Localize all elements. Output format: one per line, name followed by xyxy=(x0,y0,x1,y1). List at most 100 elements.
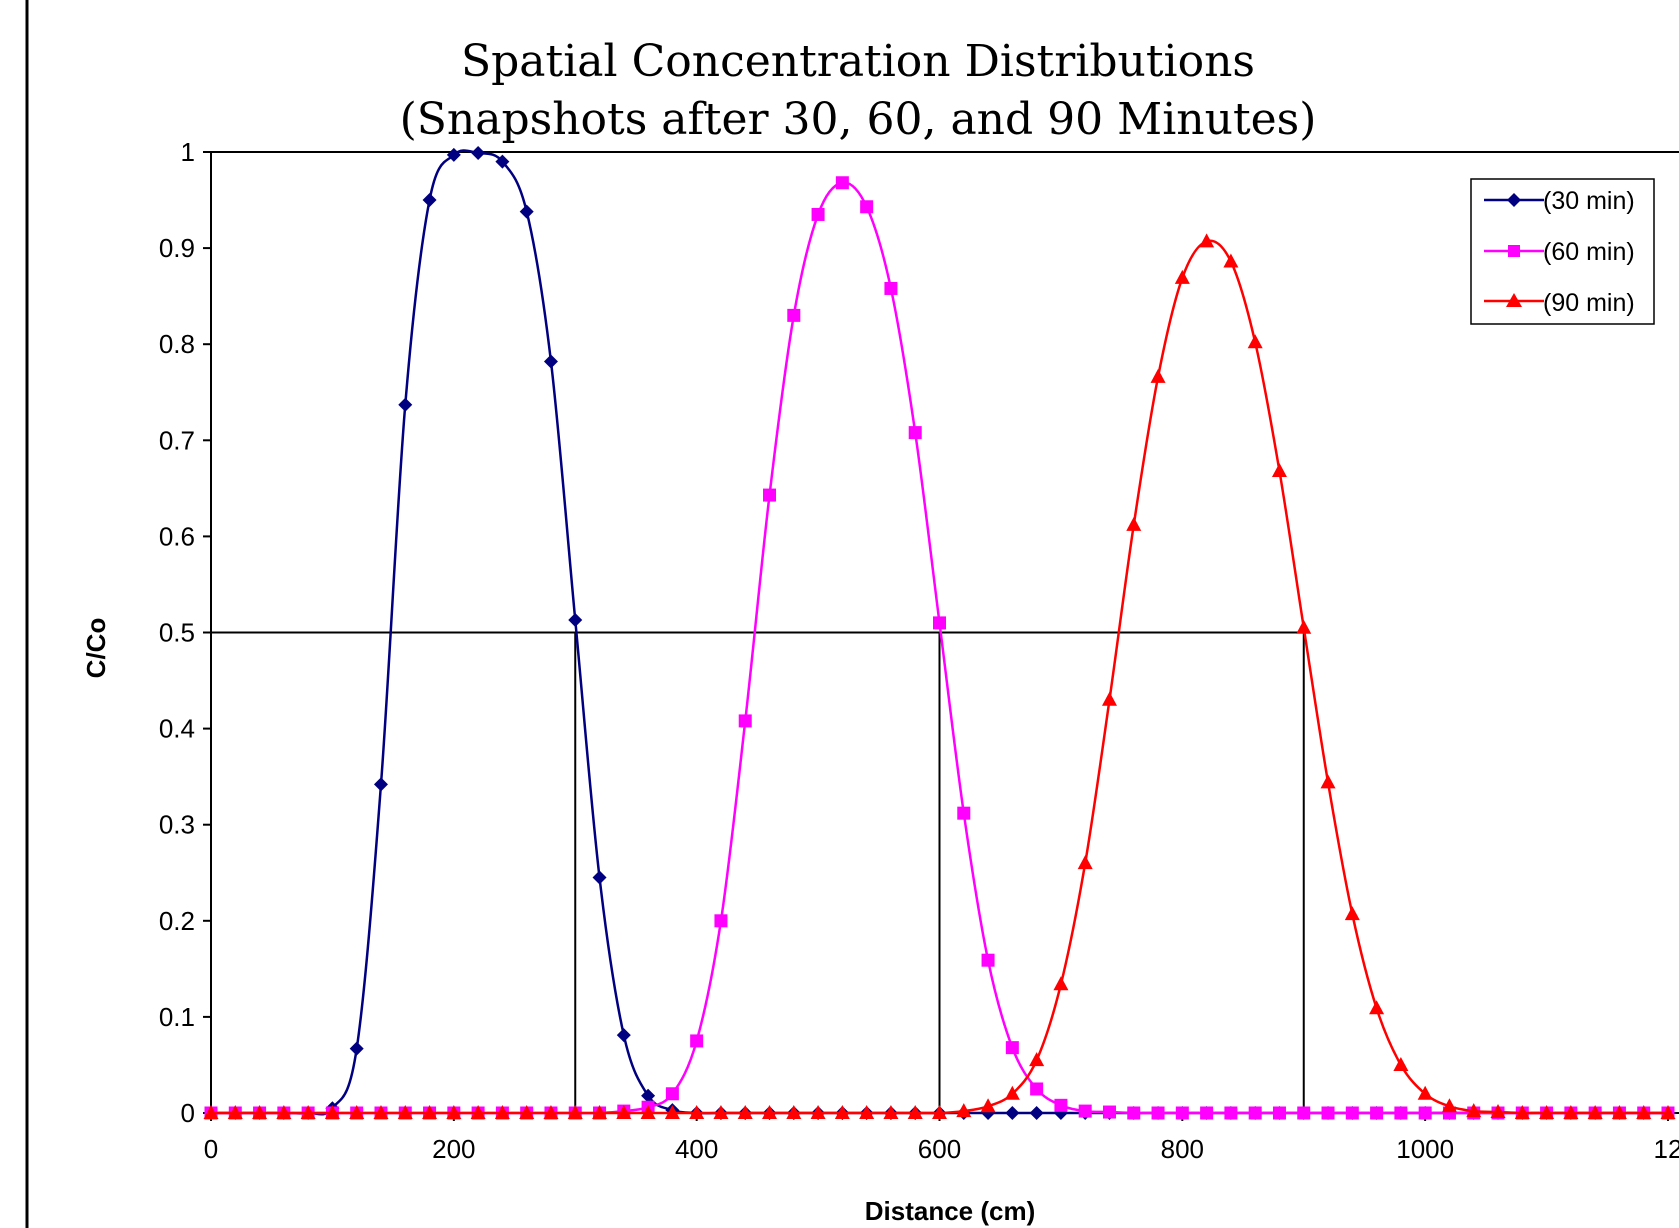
series-1-point xyxy=(1102,1105,1116,1119)
series-2-point xyxy=(227,1105,243,1119)
series-2-point xyxy=(737,1105,753,1119)
series-2-point xyxy=(1636,1105,1652,1119)
series-2-point xyxy=(883,1105,899,1119)
series-2-point xyxy=(640,1105,656,1119)
series-1-point xyxy=(1005,1041,1019,1055)
series-2-point xyxy=(664,1105,680,1119)
x-tick-label: 12 xyxy=(1654,1134,1679,1164)
series-2-point xyxy=(1514,1105,1530,1119)
plot-area: 0 0.1 0.2 0.3 0.4 0.5 0.6 0.7 0.8 0.9 1 0 200 400 600 8… xyxy=(159,137,1679,1164)
series-2-point xyxy=(1344,906,1360,921)
series-1-point xyxy=(1224,1106,1238,1120)
series-0-point xyxy=(471,145,486,160)
series-0-point xyxy=(446,147,461,162)
series-1-point xyxy=(1321,1106,1335,1120)
series-0-point xyxy=(519,204,534,219)
series-1-point xyxy=(1030,1082,1044,1096)
series-2-point xyxy=(1296,619,1312,634)
series-0-point xyxy=(495,154,510,169)
y-tick-label: 0.3 xyxy=(159,810,195,840)
series-2-point xyxy=(373,1105,389,1119)
series-2-point xyxy=(762,1105,778,1119)
series-2-point xyxy=(567,1105,583,1119)
series-2-point xyxy=(834,1105,850,1119)
series-2-point xyxy=(1320,774,1336,789)
series-0-point xyxy=(592,870,607,885)
y-tick-label: 0.2 xyxy=(159,906,195,936)
series-0-point xyxy=(349,1041,364,1056)
series-2-point xyxy=(349,1105,365,1119)
series-2-point xyxy=(1150,368,1166,383)
y-tick-label: 0.8 xyxy=(159,329,195,359)
x-tick-label: 600 xyxy=(918,1134,961,1164)
y-tick-label: 0.4 xyxy=(159,714,195,744)
series-2-point xyxy=(810,1105,826,1119)
series-2-point xyxy=(1417,1085,1433,1100)
y-axis-label: C/Co xyxy=(81,618,111,679)
series-2-point xyxy=(1587,1105,1603,1119)
series-1-point xyxy=(1394,1106,1408,1120)
legend-marker-square-icon xyxy=(1508,245,1520,257)
series-2-point xyxy=(1490,1104,1506,1119)
series-1-point xyxy=(763,488,777,502)
series-1-point xyxy=(1200,1106,1214,1120)
series-1-point xyxy=(1151,1106,1165,1120)
legend-entry-30-min: (30 min) xyxy=(1484,187,1635,215)
series-2-point xyxy=(252,1105,268,1119)
series-1-point xyxy=(1054,1098,1068,1112)
series-1-point xyxy=(1297,1106,1311,1120)
legend: (30 min) (60 min) (90 min) xyxy=(1470,178,1655,325)
series-2-point xyxy=(1611,1105,1627,1119)
y-tick-label: 0.7 xyxy=(159,425,195,455)
series-0-point xyxy=(422,193,437,208)
series-1-point xyxy=(957,806,971,820)
series-2-point xyxy=(713,1105,729,1119)
series-1-point xyxy=(981,953,995,967)
series-2-point xyxy=(300,1105,316,1119)
series-1-point xyxy=(811,207,825,221)
series-2-point xyxy=(446,1105,462,1119)
chart-subtitle: (Snapshots after 30, 60, and 90 Minutes) xyxy=(400,94,1317,145)
series-2-point xyxy=(324,1105,340,1119)
series-2-point xyxy=(494,1105,510,1119)
series-1-point xyxy=(860,200,874,214)
series-2-point xyxy=(1174,269,1190,284)
series-2-point xyxy=(616,1105,632,1119)
series-2-point xyxy=(1466,1103,1482,1118)
x-tick-label: 0 xyxy=(204,1134,218,1164)
series-1-point xyxy=(908,426,922,440)
series-2-point xyxy=(932,1105,947,1119)
x-tick-label: 1000 xyxy=(1396,1134,1454,1164)
x-tick-label: 400 xyxy=(675,1134,718,1164)
series-0-point xyxy=(373,777,388,792)
series-0-point xyxy=(1029,1106,1044,1120)
y-tick-label: 0.5 xyxy=(159,618,195,648)
y-tick-label: 0 xyxy=(181,1098,195,1128)
y-tick-label: 0.9 xyxy=(159,233,195,263)
series-1-point xyxy=(1078,1104,1092,1118)
series-2-point xyxy=(1004,1085,1020,1100)
legend-label-60-min: (60 min) xyxy=(1543,238,1635,266)
series-2-point xyxy=(397,1105,413,1119)
series-1-point xyxy=(1248,1106,1262,1120)
series-2-point xyxy=(1441,1098,1457,1113)
series-1-point xyxy=(884,281,898,295)
series-2-point xyxy=(956,1103,972,1118)
series-2-point xyxy=(543,1105,559,1119)
series-2-point xyxy=(859,1105,875,1119)
y-tick-label: 1 xyxy=(181,137,195,167)
series-2-point xyxy=(786,1105,802,1119)
series-2-point xyxy=(1029,1052,1045,1067)
series-0-point xyxy=(616,1028,631,1043)
series-2-point xyxy=(1271,463,1287,478)
series-0-point xyxy=(568,613,583,628)
x-tick-label: 800 xyxy=(1161,1134,1204,1164)
series-2-point xyxy=(1126,516,1142,531)
series-0-point xyxy=(398,397,413,412)
legend-entry-60-min: (60 min) xyxy=(1484,238,1635,266)
series-2-point xyxy=(1053,976,1069,991)
x-axis-label: Distance (cm) xyxy=(865,1196,1036,1226)
series-2-point xyxy=(907,1105,923,1119)
